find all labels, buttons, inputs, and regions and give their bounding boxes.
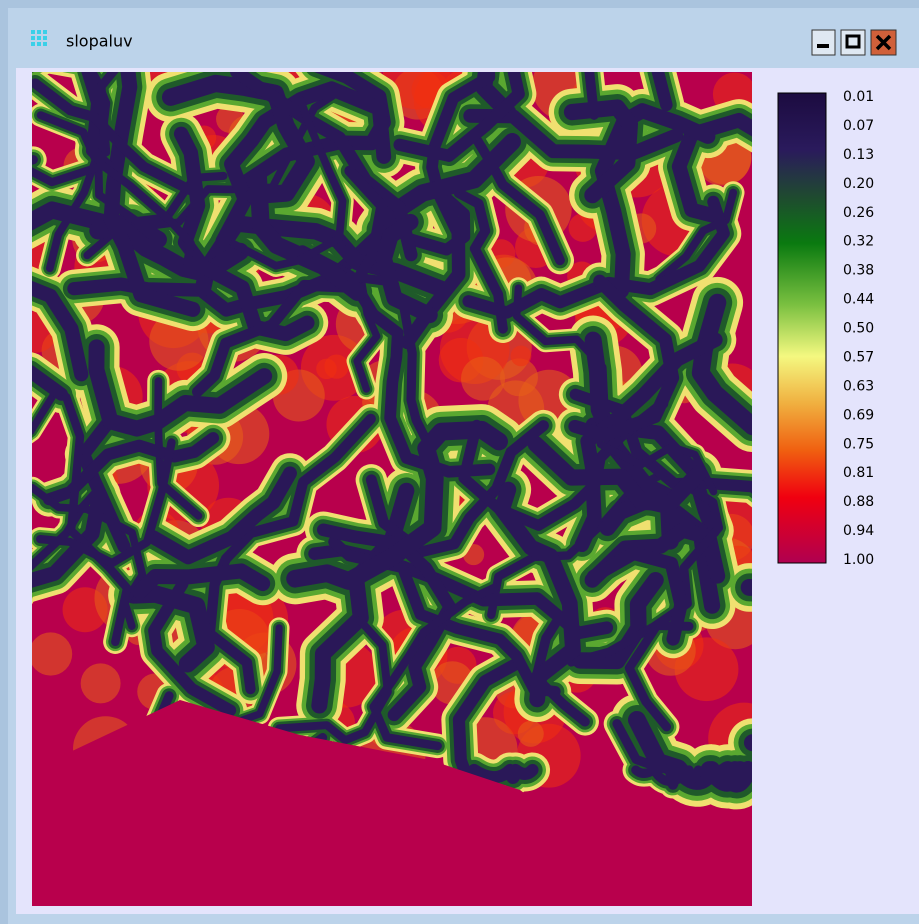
legend-label: 0.94	[843, 523, 874, 539]
legend-label: 0.44	[843, 292, 874, 308]
legend-label: 0.88	[843, 494, 874, 510]
legend-label: 1.00	[843, 552, 874, 568]
raster-patch	[461, 357, 505, 401]
raster-patch	[511, 346, 532, 367]
legend-label: 0.69	[843, 407, 874, 423]
legend-label: 0.32	[843, 234, 874, 250]
legend-labels: 0.01 0.07 0.13 0.20 0.26 0.32 0.38 0.44 0.50 0.57…	[843, 89, 874, 568]
maximize-button[interactable]	[841, 30, 865, 55]
legend-label: 0.57	[843, 349, 874, 365]
window-title: slopaluv	[66, 32, 133, 51]
legend-label: 0.50	[843, 321, 874, 337]
minimize-button[interactable]	[812, 30, 835, 55]
legend-label: 0.81	[843, 465, 874, 481]
close-button[interactable]	[871, 30, 896, 55]
legend-label: 0.26	[843, 205, 874, 221]
legend-label: 0.07	[843, 118, 874, 134]
legend-label: 0.13	[843, 147, 874, 163]
raster-map	[0, 0, 864, 906]
legend-label: 0.20	[843, 176, 874, 192]
raster-patch	[518, 721, 544, 747]
legend-label: 0.38	[843, 263, 874, 279]
window: slopaluv 0.01 0.07 0.13 0.20 0.26 0.32 0.38 0.4…	[0, 0, 919, 924]
legend-label: 0.01	[843, 89, 874, 105]
app-icon	[31, 30, 47, 46]
legend-label: 0.75	[843, 436, 874, 452]
raster-patch	[29, 632, 72, 675]
legend-label: 0.63	[843, 378, 874, 394]
raster-patch	[324, 354, 348, 378]
legend-color-bar	[778, 93, 826, 563]
raster-patch	[81, 663, 121, 703]
